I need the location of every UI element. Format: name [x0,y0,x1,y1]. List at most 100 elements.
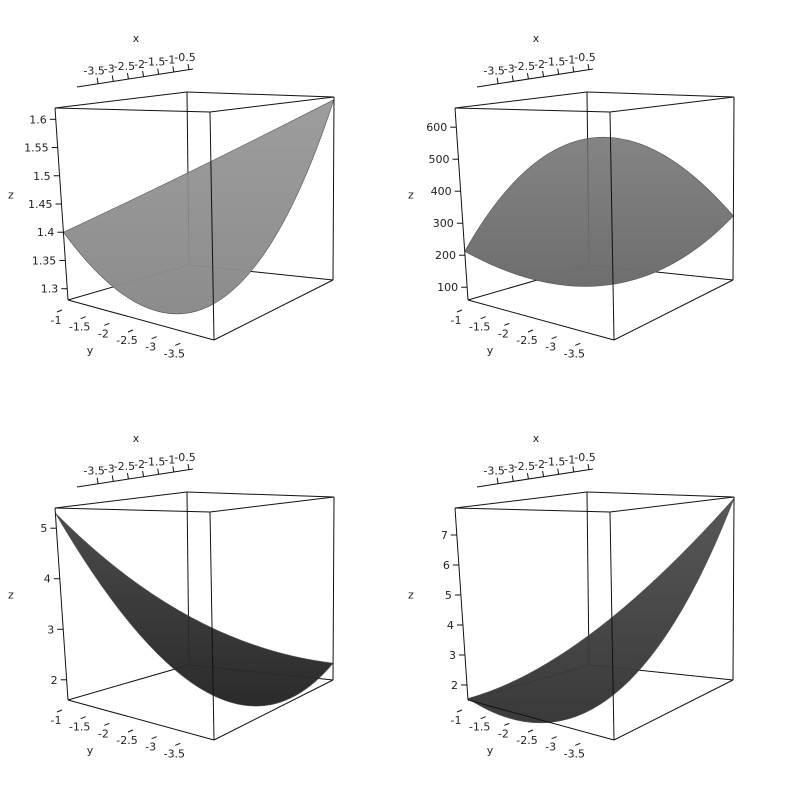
x-axis-line [476,68,594,88]
x-tick-label: -2 [534,458,545,471]
y-tick-label: -3.5 [164,347,185,360]
y-tick-label: -3.5 [564,747,585,760]
box-edge [54,91,188,109]
z-tick-label: 1.6 [29,113,47,126]
x-tick [172,466,175,473]
x-tick [157,68,160,75]
x-tick-label: -1.5 [144,456,165,469]
z-tick-label: 5 [445,589,452,602]
y-tick [104,322,110,326]
y-tick-label: -1 [451,314,462,327]
y-axis-label: y [87,744,94,757]
x-tick-label: -3 [504,462,515,475]
y-tick-label: -1 [51,314,62,327]
y-tick-label: -1.5 [469,321,490,334]
x-tick [126,473,129,480]
box-edge-vertical [732,96,735,281]
box-edge [213,679,334,741]
box-edge-vertical [332,96,335,281]
z-tick-label: 6 [443,559,450,572]
x-axis-line [76,468,194,488]
y-tick [456,709,463,713]
x-tick [526,473,529,480]
box-edge-vertical [454,507,469,701]
y-axis-label: y [487,344,494,357]
box-edge [186,491,335,498]
z-axis-label: z [408,188,414,201]
box-edge-vertical [609,111,615,341]
y-tick-label: -2 [98,327,109,340]
x-axis-line [76,68,194,88]
x-tick-label: -0.5 [174,51,195,64]
box-edge-vertical [732,496,735,681]
box-edge [213,279,334,341]
x-axis-label: x [533,432,540,445]
x-axis-line [476,468,594,488]
box-edge [54,507,211,513]
x-tick [496,77,499,84]
x-tick-label: -2.5 [114,460,135,473]
y-tick [551,336,557,340]
x-tick-label: -2 [134,458,145,471]
x-tick-label: -3.5 [83,65,104,78]
z-tick-label: 200 [435,249,456,262]
x-tick [496,477,499,484]
z-tick-label: 4 [447,619,454,632]
y-tick-label: -1 [51,714,62,727]
surface-plot-svg: 234567z-3.5-3-2.5-2-1.5-1-0.5x-1-1.5-2-2… [408,432,735,760]
x-tick-label: -3.5 [83,465,104,478]
surface-mesh [62,99,335,315]
box-edge-vertical [209,111,215,341]
x-tick [142,470,145,477]
surface-plot-top-right: 100 200 300 400 500 600 z -3.5 -3 -2.5 -2 -1.5 -1 -0.… [400,0,800,400]
x-tick [572,66,575,73]
y-tick [575,742,581,746]
y-tick [56,709,63,713]
y-tick-label: -3 [545,741,556,754]
surface-plot-bottom-right: 2 3 4 5 6 7 z -3.5 -3 -2.5 -2 -1.5 -1 -0.5 x -1 -1.5 -2 -2… [400,400,800,800]
z-tick-label: 600 [426,121,447,134]
y-tick [56,309,63,313]
box-edge [609,96,735,113]
y-tick [151,336,157,340]
box-edge [454,107,611,113]
x-tick-label: -1.5 [544,456,565,469]
box-edge [609,496,735,513]
box-edge [613,679,734,741]
x-tick [587,63,590,71]
y-tick [456,309,463,313]
x-tick [96,477,99,484]
x-tick-label: -2 [534,58,545,71]
y-tick-label: -3.5 [164,747,185,760]
y-axis-label: y [487,744,494,757]
z-tick-label: 100 [437,281,458,294]
x-tick [111,75,114,82]
z-tick-label: 5 [40,522,47,535]
y-tick [527,329,534,333]
z-tick-label: 7 [441,529,448,542]
y-tick-label: -3 [145,341,156,354]
surface-plot-bottom-left: 2 3 4 5 z -3.5 -3 -2.5 -2 -1.5 -1 -0.5 x -1 -1.5 -2 -2.5… [0,400,400,800]
x-tick [572,466,575,473]
x-tick [126,73,129,80]
x-tick [511,75,514,82]
surface-mesh [55,512,334,707]
surface-plot-svg: 2345z-3.5-3-2.5-2-1.5-1-0.5x-1-1.5-2-2.5… [8,432,335,760]
y-tick [504,722,510,726]
z-tick-label: 1.3 [41,283,59,296]
z-tick-label: 1.5 [33,170,51,183]
x-tick-label: -2 [134,58,145,71]
z-tick-label: 1.55 [24,142,49,155]
box-edge [67,699,215,741]
x-tick [557,468,560,475]
z-tick-label: 2 [51,674,58,687]
z-axis-label: z [8,588,14,601]
y-tick [551,736,557,740]
x-axis-label: x [533,32,540,45]
y-tick-label: -1 [451,714,462,727]
x-tick-label: -0.5 [174,451,195,464]
y-tick [480,716,486,720]
box-edge-back-left [67,664,190,701]
x-tick [187,63,190,71]
z-tick-label: 3 [449,649,456,662]
